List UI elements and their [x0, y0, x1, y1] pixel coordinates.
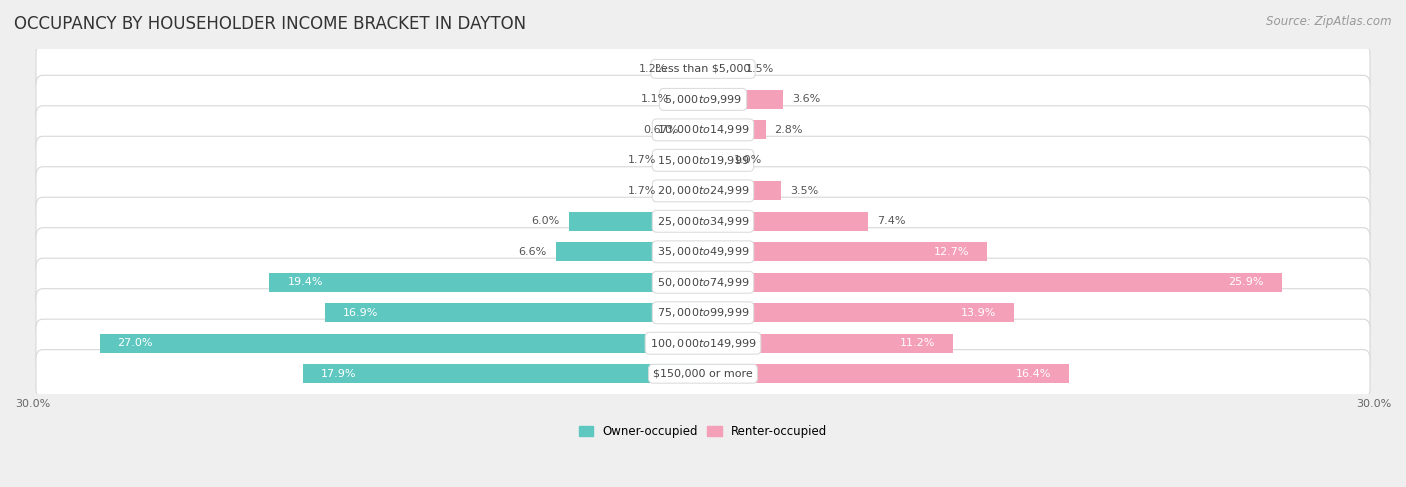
- Text: 6.0%: 6.0%: [531, 216, 560, 226]
- Bar: [665, 151, 703, 170]
- Text: 1.1%: 1.1%: [641, 94, 669, 104]
- Bar: [703, 212, 869, 231]
- Bar: [100, 334, 703, 353]
- Text: 3.5%: 3.5%: [790, 186, 818, 196]
- Text: 0.67%: 0.67%: [644, 125, 679, 135]
- FancyBboxPatch shape: [37, 350, 1369, 398]
- Text: $20,000 to $24,999: $20,000 to $24,999: [657, 185, 749, 197]
- Bar: [703, 181, 782, 200]
- Legend: Owner-occupied, Renter-occupied: Owner-occupied, Renter-occupied: [574, 420, 832, 443]
- Bar: [703, 151, 725, 170]
- Text: Source: ZipAtlas.com: Source: ZipAtlas.com: [1267, 15, 1392, 28]
- FancyBboxPatch shape: [37, 106, 1369, 154]
- FancyBboxPatch shape: [37, 45, 1369, 93]
- FancyBboxPatch shape: [37, 75, 1369, 124]
- FancyBboxPatch shape: [37, 258, 1369, 306]
- Text: $25,000 to $34,999: $25,000 to $34,999: [657, 215, 749, 228]
- FancyBboxPatch shape: [37, 289, 1369, 337]
- Bar: [679, 90, 703, 109]
- Bar: [703, 273, 1282, 292]
- Text: 11.2%: 11.2%: [900, 338, 935, 348]
- Text: 1.7%: 1.7%: [627, 186, 657, 196]
- Bar: [569, 212, 703, 231]
- Text: 1.0%: 1.0%: [734, 155, 762, 166]
- FancyBboxPatch shape: [37, 167, 1369, 215]
- Text: $150,000 or more: $150,000 or more: [654, 369, 752, 379]
- Text: 2.8%: 2.8%: [775, 125, 803, 135]
- Bar: [270, 273, 703, 292]
- Bar: [703, 90, 783, 109]
- Text: $100,000 to $149,999: $100,000 to $149,999: [650, 337, 756, 350]
- Text: $15,000 to $19,999: $15,000 to $19,999: [657, 154, 749, 167]
- Text: 16.9%: 16.9%: [343, 308, 378, 318]
- Text: 12.7%: 12.7%: [934, 247, 969, 257]
- Bar: [703, 243, 987, 261]
- Bar: [688, 120, 703, 139]
- Text: 1.7%: 1.7%: [627, 155, 657, 166]
- Text: $75,000 to $99,999: $75,000 to $99,999: [657, 306, 749, 319]
- FancyBboxPatch shape: [37, 136, 1369, 185]
- Bar: [703, 59, 737, 78]
- Text: $5,000 to $9,999: $5,000 to $9,999: [664, 93, 742, 106]
- Bar: [325, 303, 703, 322]
- Bar: [703, 120, 766, 139]
- FancyBboxPatch shape: [37, 197, 1369, 245]
- Bar: [703, 303, 1014, 322]
- Text: 1.5%: 1.5%: [745, 64, 773, 74]
- Text: 25.9%: 25.9%: [1229, 277, 1264, 287]
- Bar: [555, 243, 703, 261]
- Text: 6.6%: 6.6%: [519, 247, 547, 257]
- Text: 16.4%: 16.4%: [1017, 369, 1052, 379]
- Text: $50,000 to $74,999: $50,000 to $74,999: [657, 276, 749, 289]
- Text: 3.6%: 3.6%: [793, 94, 821, 104]
- Text: 7.4%: 7.4%: [877, 216, 905, 226]
- Text: 19.4%: 19.4%: [287, 277, 323, 287]
- Text: OCCUPANCY BY HOUSEHOLDER INCOME BRACKET IN DAYTON: OCCUPANCY BY HOUSEHOLDER INCOME BRACKET …: [14, 15, 526, 33]
- Text: 13.9%: 13.9%: [960, 308, 995, 318]
- Bar: [665, 181, 703, 200]
- Text: 17.9%: 17.9%: [321, 369, 356, 379]
- Text: 1.2%: 1.2%: [638, 64, 668, 74]
- Bar: [703, 364, 1070, 383]
- FancyBboxPatch shape: [37, 319, 1369, 367]
- Bar: [676, 59, 703, 78]
- Text: $35,000 to $49,999: $35,000 to $49,999: [657, 245, 749, 258]
- Bar: [304, 364, 703, 383]
- Text: 27.0%: 27.0%: [118, 338, 153, 348]
- Text: Less than $5,000: Less than $5,000: [655, 64, 751, 74]
- FancyBboxPatch shape: [37, 228, 1369, 276]
- Text: $10,000 to $14,999: $10,000 to $14,999: [657, 123, 749, 136]
- Bar: [703, 334, 953, 353]
